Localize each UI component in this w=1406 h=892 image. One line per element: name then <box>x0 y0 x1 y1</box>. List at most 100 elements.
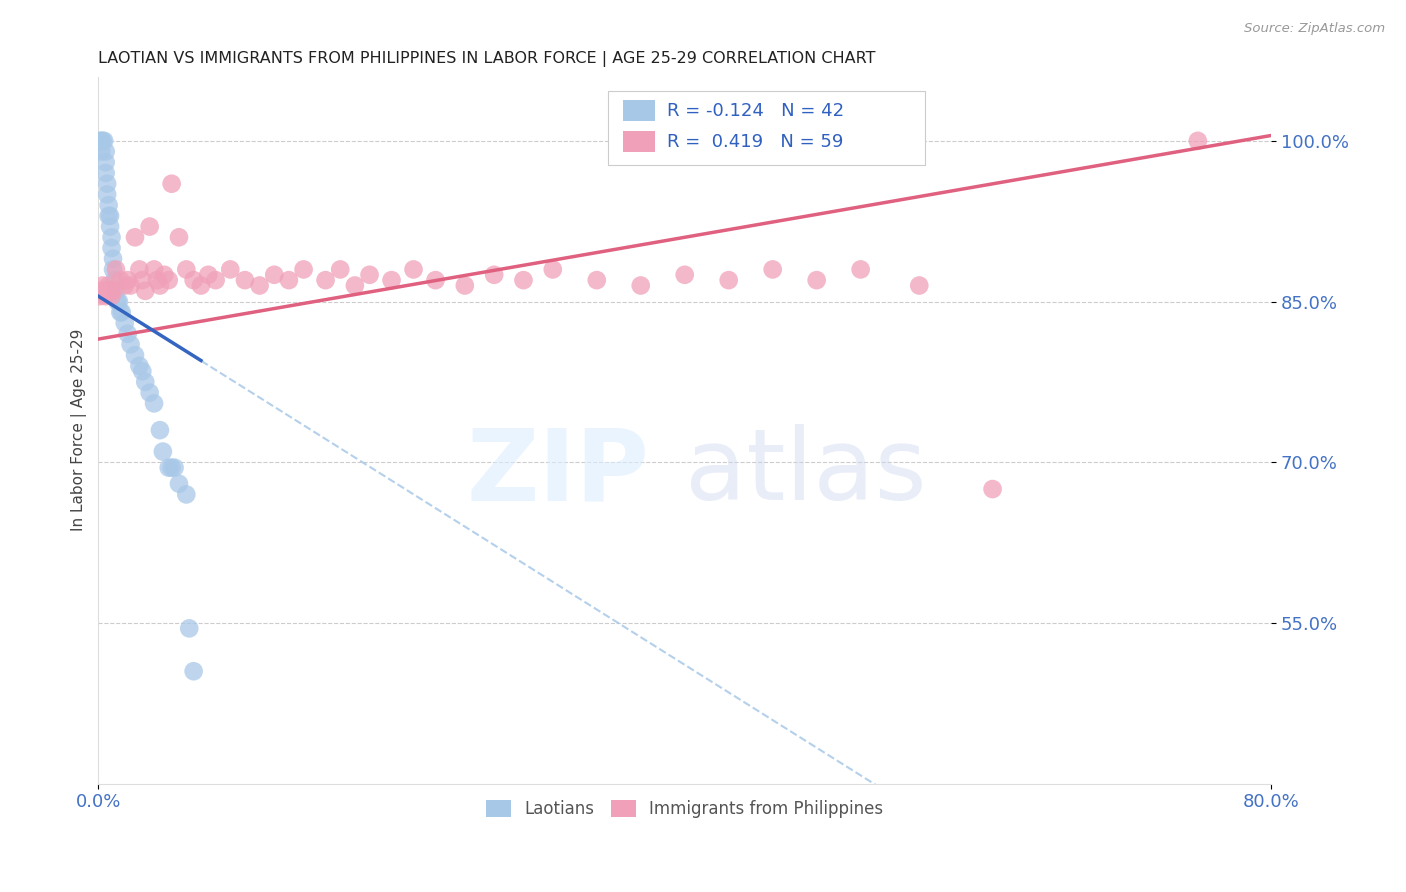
Point <box>249 278 271 293</box>
Point <box>100 230 122 244</box>
Point <box>233 273 256 287</box>
Point <box>157 273 180 287</box>
Point <box>124 348 146 362</box>
Text: R = -0.124   N = 42: R = -0.124 N = 42 <box>666 102 844 120</box>
Point <box>160 460 183 475</box>
Point <box>111 305 134 319</box>
Point <box>149 278 172 293</box>
Point <box>101 262 124 277</box>
Point <box>98 284 121 298</box>
Point <box>197 268 219 282</box>
Point <box>90 134 112 148</box>
Point <box>110 273 132 287</box>
Point <box>94 289 117 303</box>
Point <box>117 326 139 341</box>
Point <box>176 262 198 277</box>
Point <box>585 273 607 287</box>
Point <box>117 273 139 287</box>
Point <box>94 145 117 159</box>
Point <box>96 187 118 202</box>
Point <box>96 177 118 191</box>
Point <box>630 278 652 293</box>
Point <box>673 268 696 282</box>
Legend: Laotians, Immigrants from Philippines: Laotians, Immigrants from Philippines <box>479 793 890 825</box>
Point <box>89 134 111 148</box>
Point <box>108 294 131 309</box>
Point <box>176 487 198 501</box>
Point <box>100 289 122 303</box>
Point <box>89 289 111 303</box>
Point <box>128 262 150 277</box>
Point <box>315 273 337 287</box>
Point <box>329 262 352 277</box>
Point <box>806 273 828 287</box>
Point <box>402 262 425 277</box>
Y-axis label: In Labor Force | Age 25-29: In Labor Force | Age 25-29 <box>72 329 87 532</box>
Point <box>97 198 120 212</box>
Point <box>717 273 740 287</box>
Point <box>219 262 242 277</box>
Point <box>104 262 127 277</box>
Point <box>97 278 120 293</box>
Point <box>120 337 142 351</box>
Point <box>512 273 534 287</box>
Point <box>143 396 166 410</box>
Point <box>146 273 169 287</box>
Point <box>380 273 402 287</box>
Point <box>128 359 150 373</box>
Point <box>277 273 299 287</box>
Point <box>263 268 285 282</box>
Point <box>98 219 121 234</box>
Point <box>167 230 190 244</box>
Point <box>96 284 118 298</box>
FancyBboxPatch shape <box>609 91 925 165</box>
Point <box>93 134 115 148</box>
Point <box>190 278 212 293</box>
Point <box>425 273 447 287</box>
Point <box>343 278 366 293</box>
Point <box>100 241 122 255</box>
Point <box>908 278 931 293</box>
Text: Source: ZipAtlas.com: Source: ZipAtlas.com <box>1244 22 1385 36</box>
Point <box>91 134 114 148</box>
Point <box>114 278 136 293</box>
Point <box>143 262 166 277</box>
Point <box>482 268 505 282</box>
Point <box>124 230 146 244</box>
Point <box>183 273 205 287</box>
Point <box>454 278 477 293</box>
Point <box>849 262 872 277</box>
Point <box>149 423 172 437</box>
Point <box>204 273 226 287</box>
Point <box>762 262 785 277</box>
Point <box>541 262 564 277</box>
Text: ZIP: ZIP <box>467 424 650 521</box>
Point <box>91 278 114 293</box>
Text: atlas: atlas <box>685 424 927 521</box>
Point <box>110 305 132 319</box>
Point <box>134 375 156 389</box>
Point <box>359 268 381 282</box>
Point <box>163 460 186 475</box>
Point <box>167 476 190 491</box>
FancyBboxPatch shape <box>623 100 655 121</box>
Point <box>90 145 112 159</box>
Point <box>152 444 174 458</box>
Point <box>153 268 176 282</box>
Point <box>134 284 156 298</box>
Point <box>157 460 180 475</box>
Point <box>120 278 142 293</box>
Point <box>101 252 124 266</box>
Point <box>94 155 117 169</box>
Point <box>138 385 160 400</box>
Point <box>179 621 201 635</box>
Point <box>131 364 153 378</box>
Point <box>138 219 160 234</box>
FancyBboxPatch shape <box>623 131 655 153</box>
Point <box>94 166 117 180</box>
Point <box>160 177 183 191</box>
Point <box>981 482 1004 496</box>
Point <box>131 273 153 287</box>
Text: LAOTIAN VS IMMIGRANTS FROM PHILIPPINES IN LABOR FORCE | AGE 25-29 CORRELATION CH: LAOTIAN VS IMMIGRANTS FROM PHILIPPINES I… <box>98 51 876 67</box>
Point <box>98 209 121 223</box>
